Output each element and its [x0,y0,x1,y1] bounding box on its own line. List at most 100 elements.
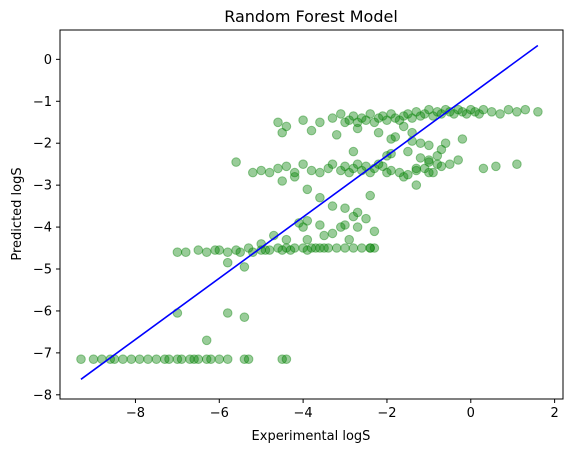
data-point [264,245,275,255]
data-point [357,113,367,123]
data-point [302,216,313,226]
data-point [256,165,267,176]
y-tick-label: −7 [33,346,52,361]
data-point [302,184,313,195]
data-point [239,354,250,365]
data-point [331,130,342,140]
data-point [264,167,275,178]
data-point [382,115,392,125]
data-point [352,207,363,218]
data-point [352,117,363,128]
y-tick-label: −5 [33,263,52,278]
data-point [348,146,359,157]
data-point [277,127,288,138]
data-point [323,163,334,174]
data-point [415,138,426,148]
data-point [344,234,355,245]
data-point [474,109,485,119]
data-point [201,335,212,346]
data-point [390,132,401,142]
x-tick-label: −8 [126,406,145,421]
data-point [457,107,468,117]
data-point [357,243,367,253]
data-point [373,127,384,138]
data-point [273,117,283,128]
data-point [378,161,388,172]
y-tick-label: −8 [33,388,52,403]
data-point [302,234,313,245]
data-point [378,111,388,121]
x-tick-label: −6 [210,406,229,421]
data-point [365,109,376,119]
x-tick-label: 2 [550,406,558,421]
data-point [512,159,522,169]
data-point [164,354,174,365]
data-point [436,144,447,155]
data-point [415,153,426,163]
data-point [398,121,409,132]
data-point [285,245,296,255]
data-point [424,104,434,115]
data-point [315,243,325,253]
data-point [243,354,254,365]
y-tick-label: 0 [44,53,52,68]
data-point [289,167,300,178]
data-point [344,167,355,178]
data-point [222,247,233,257]
data-point [315,220,325,230]
data-point [428,111,438,121]
data-point [193,354,204,365]
data-point [134,354,145,365]
data-point [352,123,363,134]
data-point [445,107,455,117]
x-tick-label: −2 [377,406,396,421]
data-point [231,157,241,167]
data-point [432,107,443,117]
data-point [428,167,438,178]
data-point [289,172,300,182]
plot-frame [59,29,564,400]
data-point [235,247,245,257]
data-point [340,243,350,253]
data-point [210,245,220,255]
data-point [419,109,430,119]
data-point [118,354,128,365]
data-point [206,354,216,365]
data-point [398,111,409,121]
data-point [390,113,401,123]
data-point [201,354,212,365]
data-point [407,113,417,123]
data-point [403,109,413,119]
data-point [273,163,283,174]
data-point [365,190,376,201]
x-tick-label: −4 [294,406,313,421]
y-tick-label: −6 [33,304,52,319]
data-point [453,104,464,115]
data-point [424,155,434,165]
data-point [478,163,489,174]
data-point [533,107,543,117]
data-point [281,121,292,132]
data-point [277,176,288,186]
data-point [273,243,283,253]
y-tick-label: −2 [33,137,52,152]
x-axis-label: Experimental logS [252,429,371,444]
data-point [394,115,405,125]
data-point [315,192,325,203]
data-point [319,230,329,241]
y-axis: 0 −1 −2 −3 −4 −5 −6 −7 −8 [33,53,60,403]
data-point [302,245,313,255]
data-point [486,107,497,117]
data-point [365,243,376,253]
data-point [348,111,359,121]
data-point [411,107,422,117]
data-point [445,159,455,169]
data-point [373,113,384,123]
data-point [239,312,250,323]
data-point [315,167,325,178]
data-point [386,134,396,144]
data-point [172,354,183,365]
data-point [348,243,359,253]
data-point [432,159,443,169]
